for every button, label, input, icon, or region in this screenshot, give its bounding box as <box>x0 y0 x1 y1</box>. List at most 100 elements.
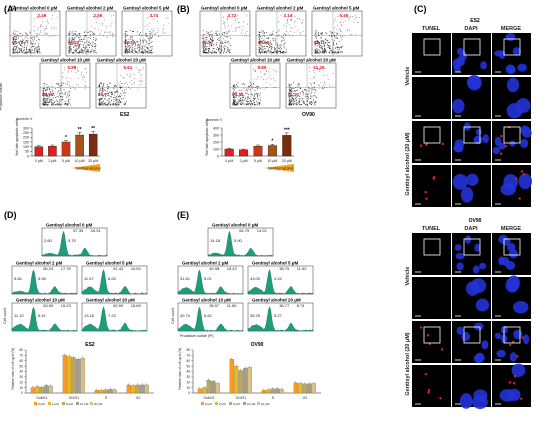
cell-dot <box>126 73 128 75</box>
dot-plot-title: Gentisyl alcohol 10 μM <box>231 58 280 63</box>
cell-dot <box>208 45 210 47</box>
cell-dot <box>341 46 343 48</box>
cell-dot <box>46 20 48 22</box>
cell-dot <box>322 85 323 87</box>
cell-dot <box>113 104 115 106</box>
cell-dot <box>315 45 317 47</box>
cell-dot <box>59 92 61 94</box>
cell-dot <box>139 34 140 36</box>
cell-dot <box>317 39 319 41</box>
cell-dot <box>309 102 311 104</box>
cell-dot <box>24 32 26 34</box>
bar <box>253 146 263 157</box>
cell-dot <box>83 38 85 40</box>
cell-dot <box>119 96 121 98</box>
cell-dot <box>162 31 164 33</box>
late-apoptotic-value: 3.72 <box>228 13 237 18</box>
cell-dot <box>100 104 102 106</box>
cell-dot <box>252 82 254 84</box>
cell-dot <box>147 47 149 49</box>
cell-dot <box>276 52 278 54</box>
cell-dot <box>57 84 59 85</box>
cell-dot <box>56 99 57 101</box>
cell-dot <box>314 41 316 43</box>
cell-dot <box>33 43 35 45</box>
cell-dot <box>98 100 100 102</box>
cell-dot <box>79 33 81 35</box>
nucleus-stain <box>496 349 506 358</box>
cell-dot <box>257 88 259 89</box>
cell-dot <box>320 36 322 38</box>
cell-dot <box>51 26 52 28</box>
cell-dot <box>203 40 205 41</box>
cell-dot <box>26 42 28 43</box>
cell-dot <box>113 101 115 103</box>
histogram-frame <box>41 227 108 257</box>
cell-dot <box>153 29 155 31</box>
cell-dot <box>130 88 131 90</box>
cell-dot <box>299 98 301 100</box>
cell-dot <box>338 51 340 53</box>
cell-dot <box>281 39 283 41</box>
cell-dot <box>278 35 279 37</box>
cell-dot <box>23 52 25 54</box>
histogram-peak <box>11 306 78 332</box>
cell-dot <box>260 44 262 46</box>
cell-dot <box>259 95 261 97</box>
cell-dot <box>43 94 45 96</box>
zoom-box <box>423 238 441 256</box>
cell-dot <box>38 49 40 51</box>
cell-dot <box>303 101 305 103</box>
cell-dot <box>113 91 115 93</box>
cell-dot <box>236 95 237 96</box>
cell-dot <box>36 17 38 19</box>
cell-dot <box>33 52 35 54</box>
cell-dot <box>33 48 35 50</box>
cell-dot <box>149 51 151 53</box>
y-tick-label: 0 <box>217 154 219 158</box>
cell-dot <box>91 45 93 47</box>
cell-dot <box>341 45 343 47</box>
cell-dot <box>332 47 333 49</box>
bar <box>206 380 211 394</box>
cell-dot <box>62 72 64 74</box>
subg1-percent: 40.70 <box>180 313 191 318</box>
x-tick-label: G2 <box>303 396 308 400</box>
g2-percent: 16.91 <box>91 228 102 233</box>
cell-dot <box>299 18 300 20</box>
cell-dot <box>36 36 38 38</box>
cell-dot <box>129 82 131 83</box>
cell-dot <box>264 35 265 37</box>
cell-dot <box>38 39 40 41</box>
cell-dot <box>144 50 146 52</box>
bar <box>94 390 99 394</box>
cell-dot <box>112 103 114 105</box>
cell-dot <box>275 86 277 88</box>
cell-dot <box>44 98 46 100</box>
nucleus-stain <box>455 56 465 67</box>
dose-badge-label: Gentisyl alcohol <box>75 167 101 171</box>
y-tick-label: 30 <box>19 375 23 379</box>
cell-dot <box>206 31 208 33</box>
cell-dot <box>33 35 35 37</box>
live-cell-value: 94.59 <box>258 40 270 45</box>
cell-dot <box>228 36 230 38</box>
cell-dot <box>76 35 78 37</box>
cell-dot <box>99 98 101 100</box>
cell-dot <box>123 77 125 78</box>
histogram-title: Gentisyl alcohol 0 μM <box>212 223 259 228</box>
cell-dot <box>290 19 291 21</box>
cell-dot <box>289 30 291 32</box>
cell-dot <box>148 37 149 39</box>
cell-dot <box>293 98 295 100</box>
bar <box>108 389 113 394</box>
cell-dot <box>67 104 69 106</box>
cell-dot <box>126 46 128 48</box>
cell-dot <box>104 94 106 96</box>
cell-dot <box>43 98 45 100</box>
cell-dot <box>307 98 309 99</box>
cell-dot <box>232 99 234 101</box>
tunel-signal <box>515 177 518 181</box>
cell-dot <box>145 45 147 47</box>
tunel-signal <box>509 343 512 347</box>
